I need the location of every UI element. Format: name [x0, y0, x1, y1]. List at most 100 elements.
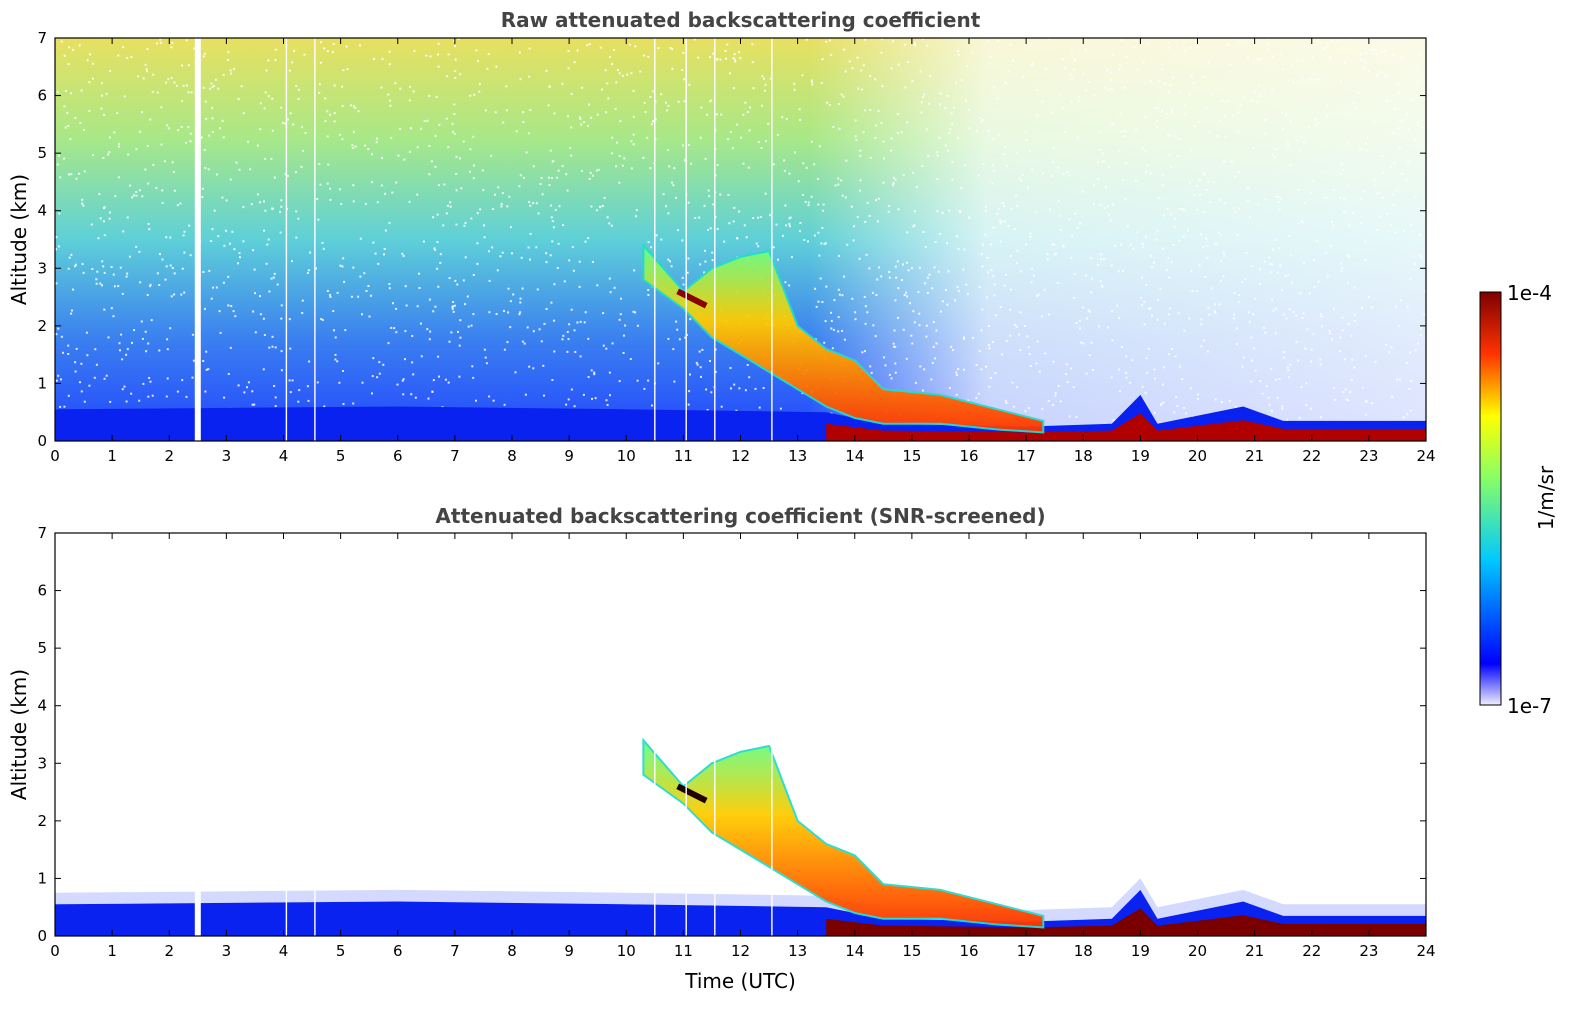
noise-speck	[280, 304, 283, 307]
noise-speck	[1208, 313, 1211, 316]
noise-speck	[687, 201, 690, 204]
noise-speck	[634, 311, 637, 314]
noise-speck	[882, 181, 885, 184]
noise-speck	[1339, 350, 1341, 353]
noise-speck	[96, 270, 99, 273]
noise-speck	[545, 252, 548, 255]
noise-speck	[428, 298, 431, 301]
noise-speck	[606, 404, 609, 406]
noise-speck	[1009, 288, 1012, 291]
noise-speck	[1417, 208, 1420, 211]
noise-speck	[57, 245, 60, 248]
noise-speck	[483, 236, 486, 239]
night-fade	[55, 38, 1426, 441]
noise-speck	[687, 257, 690, 260]
noise-speck	[751, 43, 754, 46]
x-tick-label: 11	[674, 447, 693, 465]
noise-speck	[1053, 243, 1056, 246]
noise-speck	[1340, 172, 1343, 175]
noise-speck	[1235, 343, 1238, 345]
noise-speck	[1275, 307, 1278, 310]
noise-speck	[252, 249, 255, 252]
noise-speck	[819, 277, 822, 280]
noise-speck	[449, 205, 452, 208]
noise-speck	[439, 261, 442, 264]
noise-speck	[387, 93, 390, 96]
noise-speck	[1167, 42, 1170, 45]
noise-speck	[666, 109, 669, 112]
noise-speck	[606, 216, 609, 219]
noise-speck	[459, 319, 462, 322]
noise-speck	[554, 208, 557, 211]
noise-speck	[439, 253, 442, 256]
noise-speck	[1326, 104, 1329, 107]
noise-speck	[89, 53, 92, 56]
noise-speck	[817, 231, 820, 234]
noise-speck	[1052, 360, 1055, 363]
noise-speck	[1088, 354, 1091, 357]
noise-speck	[1232, 317, 1235, 320]
noise-speck	[1242, 356, 1245, 359]
noise-speck	[823, 341, 826, 344]
noise-speck	[636, 379, 639, 382]
noise-speck	[894, 345, 897, 348]
noise-speck	[1297, 188, 1300, 191]
noise-speck	[1261, 392, 1264, 395]
noise-speck	[365, 290, 368, 292]
noise-speck	[459, 157, 462, 160]
noise-speck	[1221, 99, 1224, 102]
noise-speck	[235, 161, 238, 164]
noise-speck	[960, 187, 963, 189]
noise-speck	[566, 189, 569, 192]
noise-speck	[222, 281, 225, 284]
noise-speck	[121, 388, 124, 391]
noise-speck	[1013, 228, 1016, 231]
noise-speck	[515, 130, 518, 133]
noise-speck	[1100, 258, 1102, 261]
x-tick-label: 17	[1017, 447, 1036, 465]
noise-speck	[160, 41, 162, 44]
noise-speck	[149, 118, 152, 121]
noise-speck	[503, 348, 506, 351]
noise-speck	[109, 70, 112, 72]
noise-speck	[807, 201, 810, 204]
noise-speck	[941, 211, 944, 214]
noise-speck	[361, 381, 364, 384]
noise-speck	[123, 385, 126, 388]
noise-speck	[1367, 296, 1370, 298]
noise-speck	[1051, 403, 1054, 406]
noise-speck	[837, 177, 840, 180]
noise-speck	[1205, 107, 1208, 110]
noise-speck	[1003, 284, 1006, 287]
noise-speck	[1028, 353, 1031, 356]
noise-speck	[1041, 407, 1044, 410]
noise-speck	[318, 91, 321, 94]
noise-speck	[936, 210, 939, 213]
noise-speck	[1192, 82, 1195, 85]
noise-speck	[126, 216, 129, 219]
noise-speck	[273, 385, 276, 387]
noise-speck	[82, 271, 85, 274]
noise-speck	[1257, 84, 1260, 87]
noise-speck	[189, 132, 192, 135]
noise-speck	[163, 160, 166, 163]
noise-speck	[893, 345, 895, 348]
noise-speck	[437, 53, 439, 56]
noise-speck	[1392, 193, 1394, 196]
noise-speck	[1234, 175, 1237, 178]
noise-speck	[1148, 307, 1151, 310]
noise-speck	[485, 362, 488, 365]
noise-speck	[1391, 395, 1394, 398]
noise-speck	[1380, 51, 1383, 53]
x-tick-label: 19	[1131, 447, 1150, 465]
noise-speck	[830, 319, 833, 322]
noise-speck	[1062, 244, 1065, 247]
noise-speck	[1031, 267, 1034, 270]
noise-speck	[998, 219, 1001, 222]
x-tick-label: 14	[845, 942, 864, 960]
noise-speck	[138, 250, 141, 253]
noise-speck	[126, 348, 129, 351]
noise-speck	[181, 64, 184, 67]
x-tick-label: 14	[845, 447, 864, 465]
noise-speck	[586, 44, 589, 47]
